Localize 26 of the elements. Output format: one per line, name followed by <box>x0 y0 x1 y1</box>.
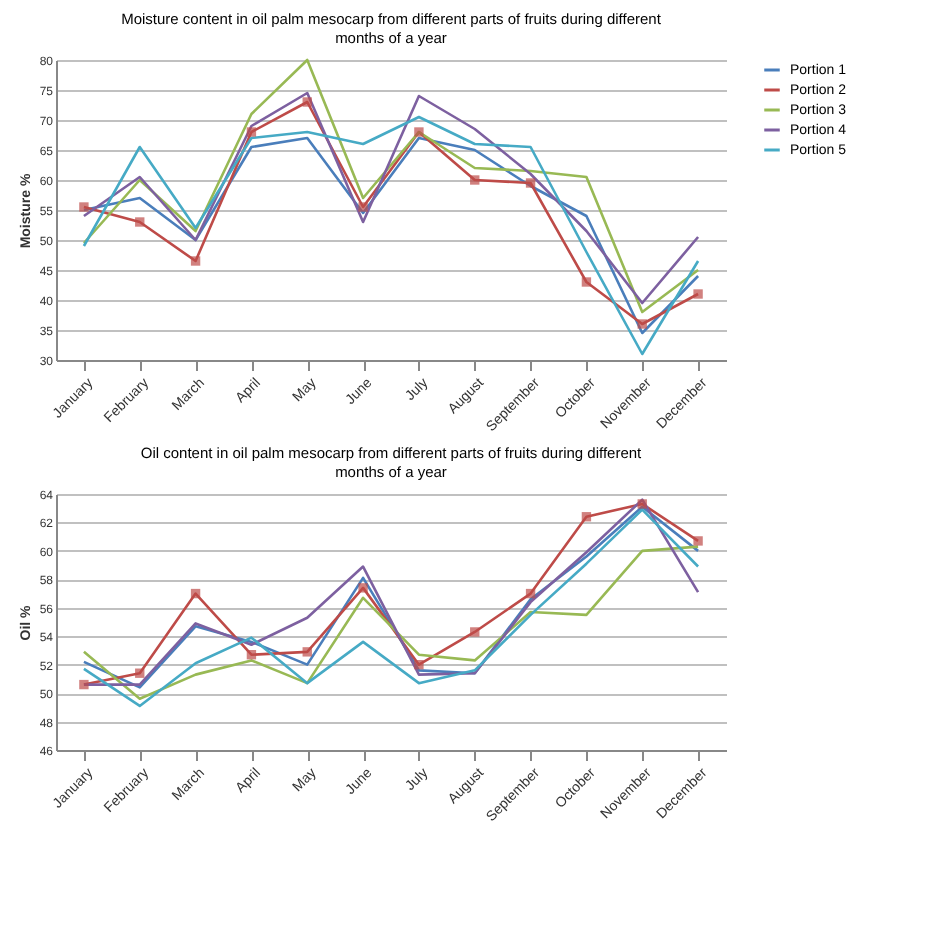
point <box>246 650 257 660</box>
line-series <box>82 58 700 314</box>
point <box>637 319 647 329</box>
point <box>470 627 480 637</box>
point <box>581 277 592 287</box>
point <box>190 588 201 599</box>
point <box>414 659 424 670</box>
point <box>246 127 257 137</box>
point <box>525 178 536 188</box>
point <box>79 679 89 690</box>
line-series <box>82 115 700 356</box>
point <box>693 289 703 299</box>
point <box>581 512 592 522</box>
point <box>358 202 368 212</box>
point <box>637 499 647 509</box>
point <box>190 256 201 266</box>
point <box>693 536 703 546</box>
point <box>470 175 480 185</box>
point <box>358 583 368 593</box>
point <box>79 202 89 212</box>
point <box>135 668 145 678</box>
point <box>525 588 536 599</box>
point <box>414 127 424 137</box>
point <box>135 217 145 227</box>
point <box>302 647 312 657</box>
point <box>302 97 312 107</box>
